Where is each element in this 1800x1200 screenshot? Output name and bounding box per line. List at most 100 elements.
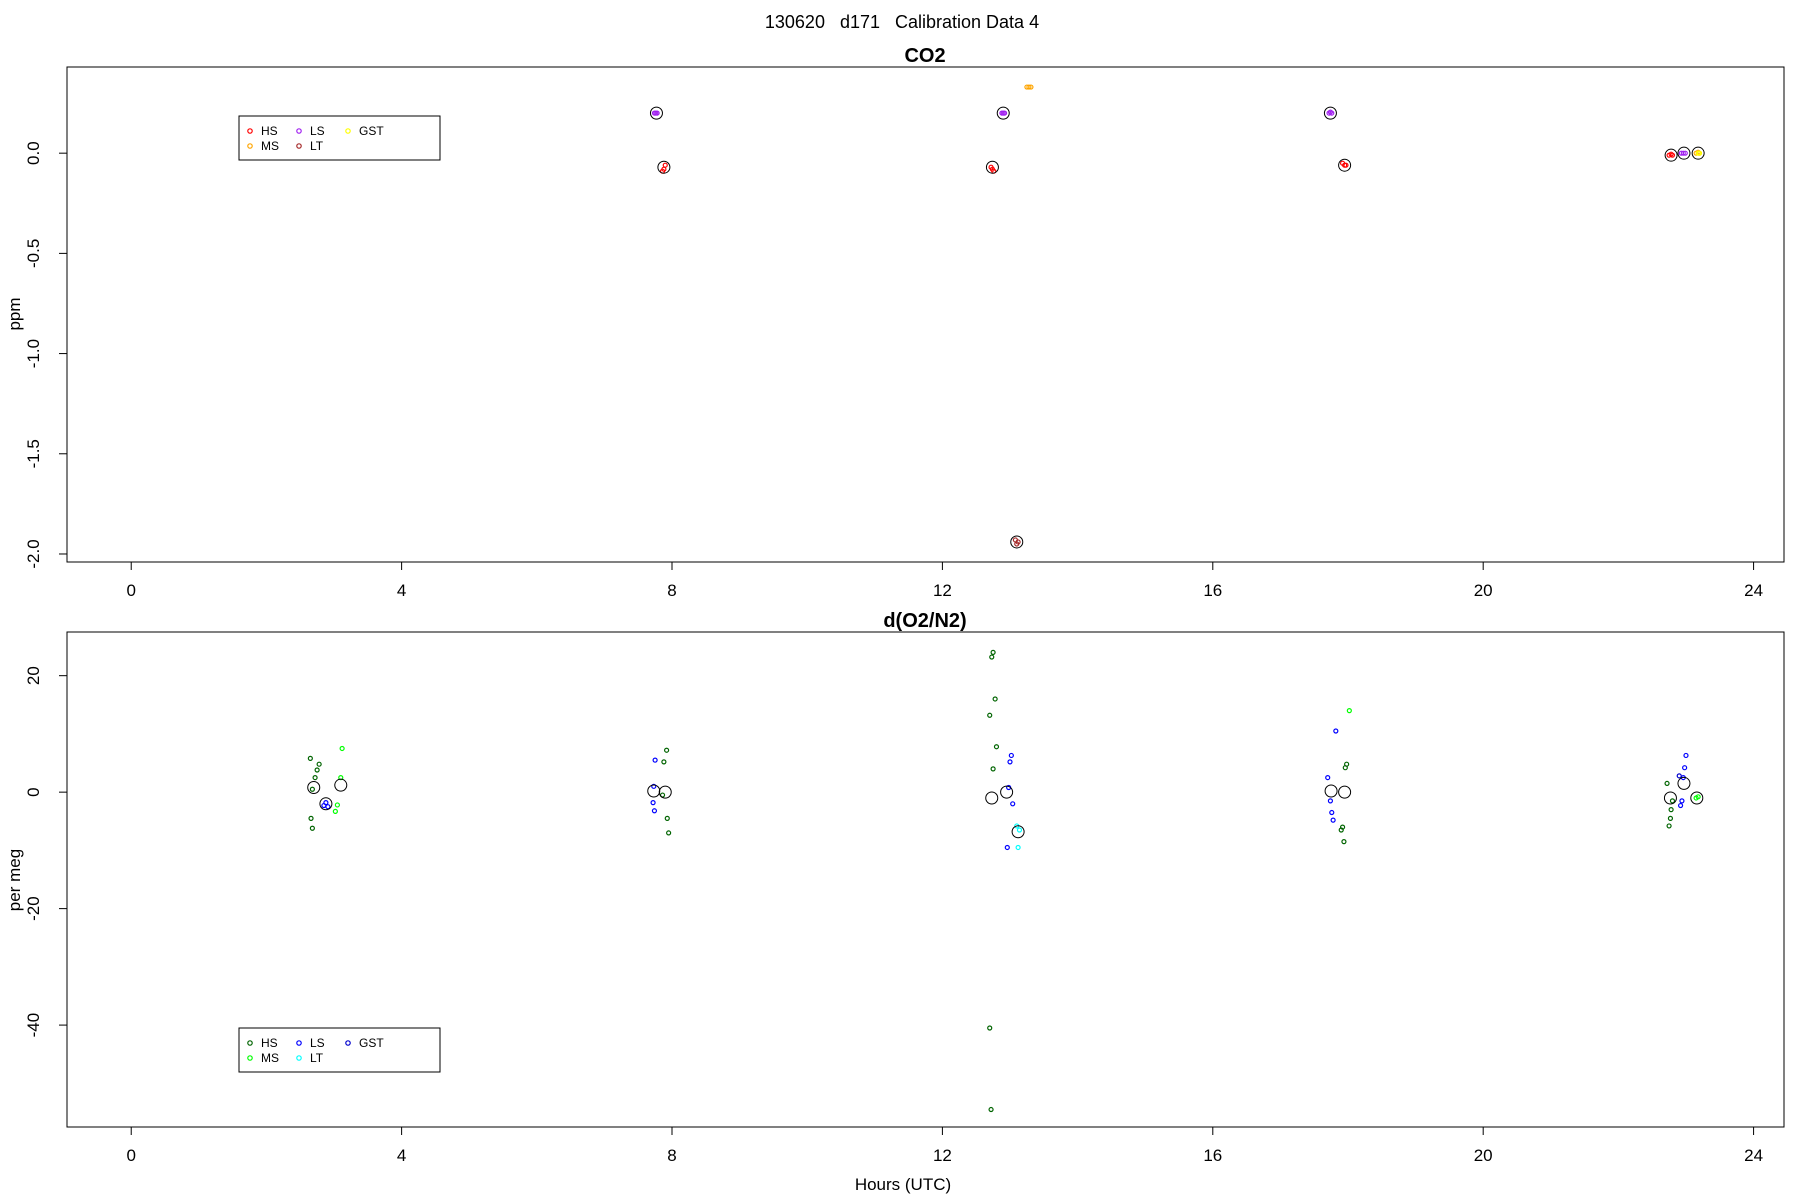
o2n2-mean-marker [1677,776,1691,790]
o2n2-point-hs [666,830,672,836]
o2n2-point-hs [1666,823,1672,829]
co2-point-ms [1026,84,1032,90]
o2n2-point-ls [321,802,327,809]
o2n2-point-ms [339,745,345,752]
o2n2-point-hs [308,815,314,821]
co2-mean-marker [1664,148,1678,162]
co2-legend-marker [345,128,351,134]
o2n2-mean-marker [319,797,333,811]
co2-y-tick-label: -2.0 [24,539,43,568]
o2n2-point-hs [987,1025,993,1031]
o2n2-point-ls [651,808,658,814]
o2n2-point-hs [1668,807,1674,813]
co2-legend-label: LS [310,124,325,138]
co2-point-hs [1343,162,1349,168]
o2n2-mean-marker [307,780,321,794]
o2n2-point-gst [1676,773,1682,779]
o2n2-x-tick-label: 4 [397,1146,406,1165]
o2n2-legend-box [238,1027,441,1073]
o2n2-legend-marker [345,1040,351,1046]
co2-legend-label: MS [261,139,279,153]
co2-mean-marker [985,160,999,174]
o2n2-point-ls [1010,801,1016,807]
o2n2-point-hs [314,767,320,773]
o2n2-point-ls [1682,765,1688,771]
co2-mean-marker [1323,106,1337,120]
o2n2-mean-marker [1324,784,1338,798]
co2-mean-marker [996,106,1010,120]
co2-point-gst [1696,150,1703,156]
co2-legend-marker [247,143,253,149]
co2-mean-marker [657,160,671,174]
co2-data-points [651,84,1703,547]
o2n2-point-hs [1342,765,1348,771]
co2-x-tick-label: 4 [397,581,406,600]
o2n2-point-hs [987,712,993,718]
co2-point-ls [1001,110,1008,116]
o2n2-y-tick-label: 0 [24,787,43,796]
o2n2-point-hs [1667,815,1674,821]
o2n2-mean-marker [1663,791,1677,805]
o2n2-x-tick-label: 20 [1474,1146,1493,1165]
o2n2-legend-label: HS [261,1036,278,1050]
o2n2-point-ls [652,757,658,763]
co2-y-tick-label: -0.5 [24,239,43,268]
o2n2-y-tick-label: 20 [24,666,43,685]
co2-legend-label: GST [359,124,384,138]
o2n2-point-ls [1004,844,1010,851]
co2-y-axis-label: ppm [5,297,24,330]
co2-point-ms [1028,84,1034,90]
o2n2-y-axis: 20 0 -20 -40 [24,666,68,1038]
o2n2-data-points [307,649,1701,1113]
x-axis-label: Hours (UTC) [855,1175,951,1194]
co2-x-tick-label: 0 [126,581,135,600]
o2n2-point-hs [989,654,995,660]
o2n2-point-ls [1679,798,1685,804]
o2n2-legend-label: GST [359,1036,384,1050]
o2n2-x-tick-label: 12 [933,1146,952,1165]
figure-title: 130620 d171 Calibration Data 4 [765,12,1039,32]
co2-legend-box [238,115,441,161]
o2n2-point-ls [1327,798,1334,804]
o2n2-x-tick-label: 16 [1203,1146,1222,1165]
o2n2-point-ls [1008,752,1014,759]
co2-x-tick-label: 8 [667,581,676,600]
co2-panel: CO2 ppm 0 4 8 12 16 20 24 0.0-0.5-1.0-1.5-2.0 … [5,45,1785,600]
co2-x-axis: 0 4 8 12 16 20 24 [126,561,1763,600]
co2-legend-label: LT [310,139,324,153]
o2n2-point-ls [1007,759,1013,765]
o2n2-x-tick-label: 24 [1744,1146,1763,1165]
co2-y-tick-label: 0.0 [24,141,43,165]
co2-point-hs [1669,152,1676,158]
o2n2-legend-marker [296,1040,302,1046]
co2-legend-marker [296,143,302,149]
o2n2-point-hs [1664,780,1670,787]
co2-y-tick-label: -1.0 [24,339,43,368]
o2n2-point-hs [992,696,998,702]
o2n2-y-tick-label: -40 [24,1013,43,1038]
o2n2-point-hs [307,755,313,761]
o2n2-point-ls [1329,809,1335,816]
o2n2-legend-marker [296,1055,302,1061]
co2-mean-marker [1010,535,1024,549]
o2n2-point-ms [332,808,338,814]
o2n2-point-ls [651,783,657,789]
o2n2-mean-marker [647,784,661,798]
o2n2-point-hs [1669,798,1676,804]
o2n2-mean-marker [985,791,999,805]
o2n2-mean-marker [334,778,348,792]
o2n2-x-tick-label: 8 [667,1146,676,1165]
o2n2-point-hs [990,649,996,655]
co2-point-lt [1015,539,1021,545]
co2-mean-marker [1677,146,1691,160]
co2-y-tick-label: -1.5 [24,439,43,468]
o2n2-point-ms [334,802,340,808]
o2n2-point-ms [1695,794,1701,800]
o2n2-point-ls [1330,817,1336,823]
o2n2-legend-label: MS [261,1051,279,1065]
o2n2-panel-title: d(O2/N2) [883,610,966,632]
o2n2-legend-label: LT [310,1051,324,1065]
o2n2-point-hs [664,815,670,821]
